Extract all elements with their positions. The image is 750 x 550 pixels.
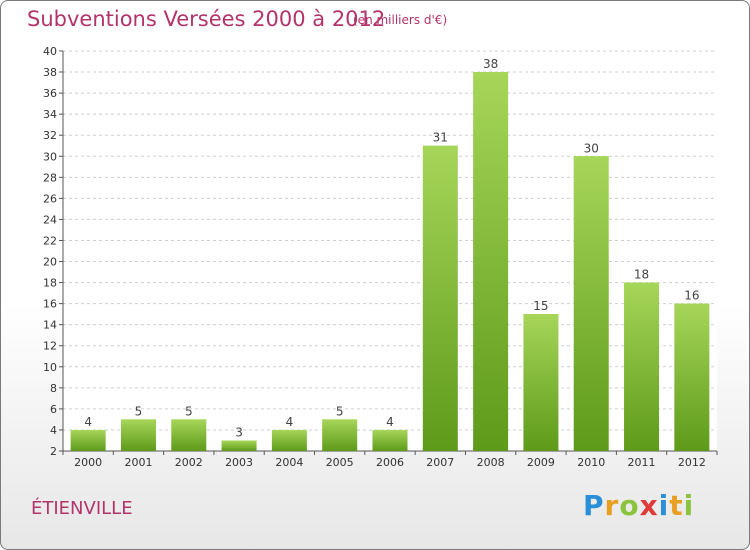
x-tick-label: 2008 (477, 456, 505, 469)
bar (221, 440, 257, 451)
y-tick-label: 8 (50, 382, 57, 395)
x-tick-label: 2012 (678, 456, 706, 469)
y-tick-label: 30 (43, 150, 57, 163)
logo-letter: t (669, 489, 684, 522)
logo-letter: P (583, 489, 605, 522)
y-tick-label: 10 (43, 361, 57, 374)
data-label: 3 (235, 425, 243, 439)
y-tick-label: 2 (50, 445, 57, 458)
proxiti-logo: Proxiti (583, 489, 694, 522)
x-tick-label: 2003 (225, 456, 253, 469)
y-tick-label: 32 (43, 129, 57, 142)
data-label: 4 (386, 415, 394, 429)
y-tick-label: 14 (43, 319, 57, 332)
bar (372, 429, 408, 451)
y-tick-label: 16 (43, 298, 57, 311)
data-label: 31 (433, 131, 448, 145)
bar (674, 303, 710, 451)
data-label: 18 (634, 268, 649, 282)
x-tick-label: 2006 (376, 456, 404, 469)
y-tick-label: 12 (43, 340, 57, 353)
y-tick-label: 4 (50, 424, 57, 437)
y-tick-label: 26 (43, 192, 57, 205)
town-name: ÉTIENVILLE (31, 498, 133, 519)
chart-title: Subventions Versées 2000 à 2012 (27, 7, 386, 31)
x-tick-label: 2010 (577, 456, 605, 469)
x-tick-label: 2011 (628, 456, 656, 469)
x-tick-label: 2002 (175, 456, 203, 469)
bar (573, 156, 609, 451)
logo-letter: r (604, 489, 620, 522)
bar (322, 419, 358, 451)
y-tick-label: 22 (43, 234, 57, 247)
bar (473, 72, 509, 451)
y-tick-label: 18 (43, 277, 57, 290)
y-tick-label: 28 (43, 171, 57, 184)
bar (120, 419, 156, 451)
y-tick-label: 40 (43, 45, 57, 58)
logo-letter: i (683, 489, 695, 522)
data-label: 5 (185, 404, 193, 418)
x-tick-label: 2007 (426, 456, 454, 469)
bar (422, 145, 458, 451)
data-label: 5 (336, 404, 344, 418)
bar (624, 282, 660, 451)
x-tick-label: 2001 (124, 456, 152, 469)
data-label: 5 (135, 404, 143, 418)
logo-letter: i (658, 489, 670, 522)
x-tick-label: 2005 (326, 456, 354, 469)
y-tick-label: 24 (43, 213, 57, 226)
bar (171, 419, 207, 451)
data-label: 16 (684, 289, 699, 303)
data-label: 15 (533, 299, 548, 313)
logo-letter: x (639, 489, 659, 522)
plot-area (63, 51, 717, 451)
bar (70, 429, 106, 451)
data-label: 30 (584, 141, 599, 155)
bar (523, 314, 559, 451)
bar (271, 429, 307, 451)
x-tick-label: 2000 (74, 456, 102, 469)
chart-subtitle: (en milliers d'€) (353, 13, 448, 27)
x-tick-label: 2004 (275, 456, 303, 469)
y-tick-label: 20 (43, 256, 57, 269)
logo-letter: o (619, 489, 640, 522)
x-tick-label: 2009 (527, 456, 555, 469)
y-tick-label: 34 (43, 108, 57, 121)
data-label: 4 (286, 415, 294, 429)
data-label: 38 (483, 57, 498, 71)
y-tick-label: 36 (43, 87, 57, 100)
y-tick-label: 6 (50, 403, 57, 416)
y-tick-label: 38 (43, 66, 57, 79)
data-label: 4 (84, 415, 92, 429)
